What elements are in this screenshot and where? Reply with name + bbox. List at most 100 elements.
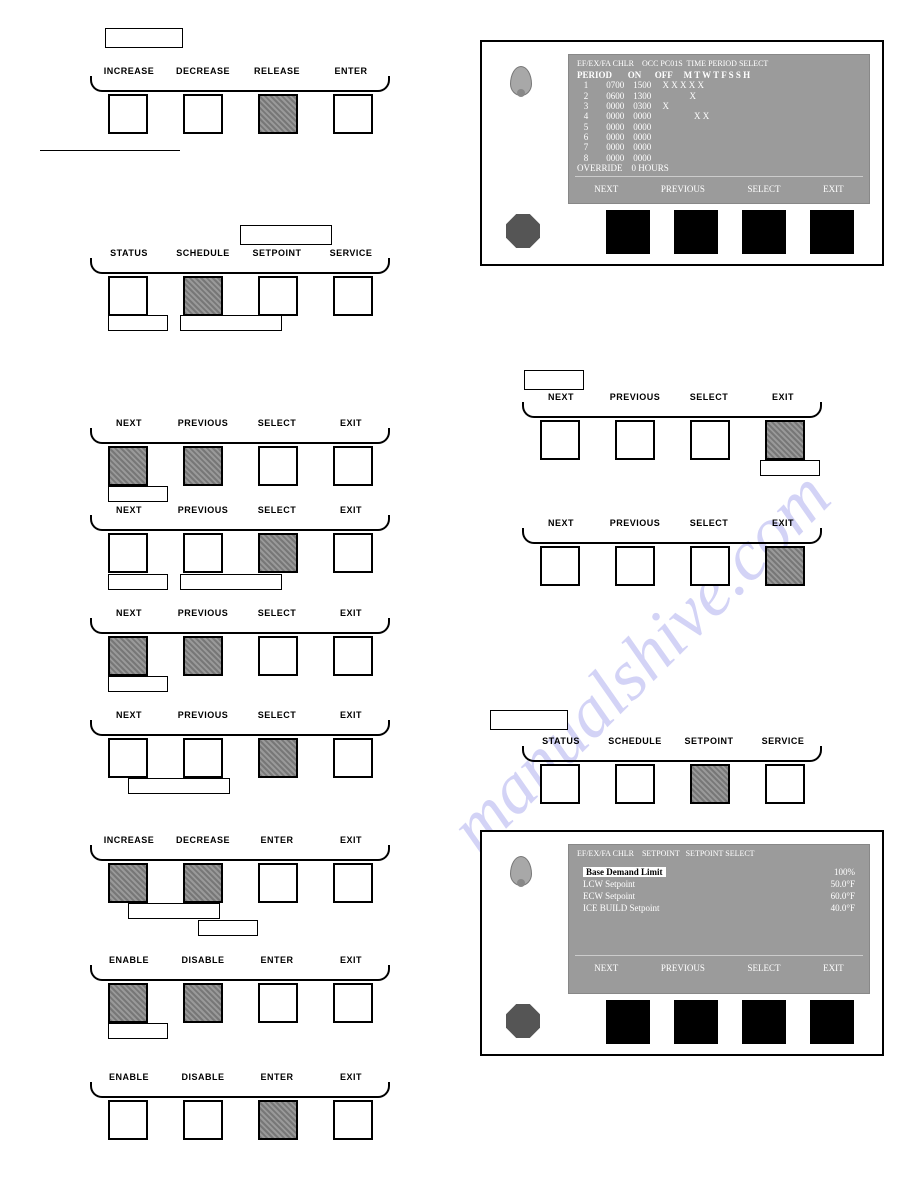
- stop-button-icon[interactable]: [506, 1004, 540, 1038]
- keypad-button[interactable]: [765, 420, 805, 460]
- keypad-button[interactable]: [333, 1100, 373, 1140]
- button-label: EXIT: [314, 710, 388, 720]
- keypad-button[interactable]: [108, 863, 148, 903]
- keypad-button[interactable]: [258, 446, 298, 486]
- caption-box: [128, 778, 230, 794]
- button-label: EXIT: [746, 392, 820, 402]
- keypad-button[interactable]: [333, 983, 373, 1023]
- keypad-button[interactable]: [690, 420, 730, 460]
- keypad-button[interactable]: [615, 764, 655, 804]
- button-label: SETPOINT: [240, 248, 314, 258]
- panel-button-4[interactable]: [810, 1000, 854, 1044]
- panel-button-4[interactable]: [810, 210, 854, 254]
- button-row-4: NEXTPREVIOUSSELECTEXIT: [90, 505, 390, 573]
- panel-button-2[interactable]: [674, 210, 718, 254]
- keypad-button[interactable]: [333, 276, 373, 316]
- keypad-button[interactable]: [258, 94, 298, 134]
- keypad-button[interactable]: [690, 546, 730, 586]
- setpoint-row: ICE BUILD Setpoint40.0°F: [569, 902, 869, 914]
- setpoint-table-body: Base Demand Limit100%LCW Setpoint50.0°FE…: [569, 866, 869, 914]
- button-label: ENTER: [240, 835, 314, 845]
- keypad-button[interactable]: [615, 546, 655, 586]
- keypad-button[interactable]: [540, 764, 580, 804]
- keypad-button[interactable]: [333, 738, 373, 778]
- keypad-button[interactable]: [183, 738, 223, 778]
- schedule-row: 4 0000 0000 X X: [569, 111, 869, 121]
- panel-button-1[interactable]: [606, 210, 650, 254]
- button-label: PREVIOUS: [166, 608, 240, 618]
- button-label: SCHEDULE: [598, 736, 672, 746]
- keypad-button[interactable]: [183, 863, 223, 903]
- button-row-7: INCREASEDECREASEENTEREXIT: [90, 835, 390, 903]
- screen-softkey-label: SELECT: [748, 184, 781, 194]
- keypad-button[interactable]: [108, 1100, 148, 1140]
- panel-button-2[interactable]: [674, 1000, 718, 1044]
- button-label: DECREASE: [166, 835, 240, 845]
- setpoint-value: 50.0°F: [831, 879, 855, 889]
- keypad-button[interactable]: [108, 983, 148, 1023]
- button-label: DISABLE: [166, 955, 240, 965]
- keypad-button[interactable]: [108, 738, 148, 778]
- schedule-row: OVERRIDE 0 HOURS: [569, 163, 869, 173]
- button-label: EXIT: [314, 418, 388, 428]
- keypad-button[interactable]: [258, 738, 298, 778]
- keypad-button[interactable]: [540, 420, 580, 460]
- keypad-button[interactable]: [183, 94, 223, 134]
- keypad-button[interactable]: [615, 420, 655, 460]
- schedule-row: 2 0600 1300 X: [569, 91, 869, 101]
- keypad-button[interactable]: [183, 636, 223, 676]
- keypad-button[interactable]: [333, 636, 373, 676]
- keypad-button[interactable]: [183, 533, 223, 573]
- screen-divider: [575, 176, 863, 177]
- button-label: ENTER: [240, 1072, 314, 1082]
- panel-button-3[interactable]: [742, 210, 786, 254]
- keypad-button[interactable]: [765, 764, 805, 804]
- setpoint-value: 40.0°F: [831, 903, 855, 913]
- caption-box: [108, 1023, 168, 1039]
- keypad-button[interactable]: [258, 863, 298, 903]
- keypad-button[interactable]: [690, 764, 730, 804]
- button-label: SELECT: [672, 392, 746, 402]
- keypad-button[interactable]: [258, 533, 298, 573]
- caption-box: [198, 920, 258, 936]
- button-label: NEXT: [92, 505, 166, 515]
- keypad-button[interactable]: [183, 983, 223, 1023]
- keypad-button[interactable]: [108, 94, 148, 134]
- keypad-button[interactable]: [333, 533, 373, 573]
- stop-button-icon[interactable]: [506, 214, 540, 248]
- caption-box: [180, 574, 282, 590]
- keypad-button[interactable]: [258, 1100, 298, 1140]
- button-label: SERVICE: [746, 736, 820, 746]
- keypad-button[interactable]: [183, 446, 223, 486]
- panel-button-3[interactable]: [742, 1000, 786, 1044]
- setpoint-row: Base Demand Limit100%: [569, 866, 869, 878]
- keypad-button[interactable]: [540, 546, 580, 586]
- button-label: INCREASE: [92, 835, 166, 845]
- keypad-button[interactable]: [108, 446, 148, 486]
- schedule-screen: EF/EX/FA CHLR OCC PC01S TIME PERIOD SELE…: [568, 54, 870, 204]
- keypad-button[interactable]: [183, 1100, 223, 1140]
- caption-box: [524, 370, 584, 390]
- keypad-button[interactable]: [258, 636, 298, 676]
- keypad-button[interactable]: [333, 94, 373, 134]
- keypad-button[interactable]: [183, 276, 223, 316]
- button-row-9: ENABLEDISABLEENTEREXIT: [90, 1072, 390, 1140]
- caption-box: [128, 903, 220, 919]
- caption-box: [760, 460, 820, 476]
- keypad-button[interactable]: [108, 533, 148, 573]
- screen-softkey-label: NEXT: [594, 184, 618, 194]
- caption-box: [105, 28, 183, 48]
- button-row-5: NEXTPREVIOUSSELECTEXIT: [90, 608, 390, 676]
- screen-softkey-label: PREVIOUS: [661, 963, 705, 973]
- setpoint-screen: EF/EX/FA CHLR SETPOINT SETPOINT SELECT B…: [568, 844, 870, 994]
- keypad-button[interactable]: [108, 276, 148, 316]
- keypad-button[interactable]: [333, 863, 373, 903]
- panel-button-1[interactable]: [606, 1000, 650, 1044]
- button-row-3: NEXTPREVIOUSSELECTEXIT: [90, 418, 390, 486]
- keypad-button[interactable]: [108, 636, 148, 676]
- keypad-button[interactable]: [765, 546, 805, 586]
- button-label: SELECT: [672, 518, 746, 528]
- keypad-button[interactable]: [333, 446, 373, 486]
- keypad-button[interactable]: [258, 276, 298, 316]
- keypad-button[interactable]: [258, 983, 298, 1023]
